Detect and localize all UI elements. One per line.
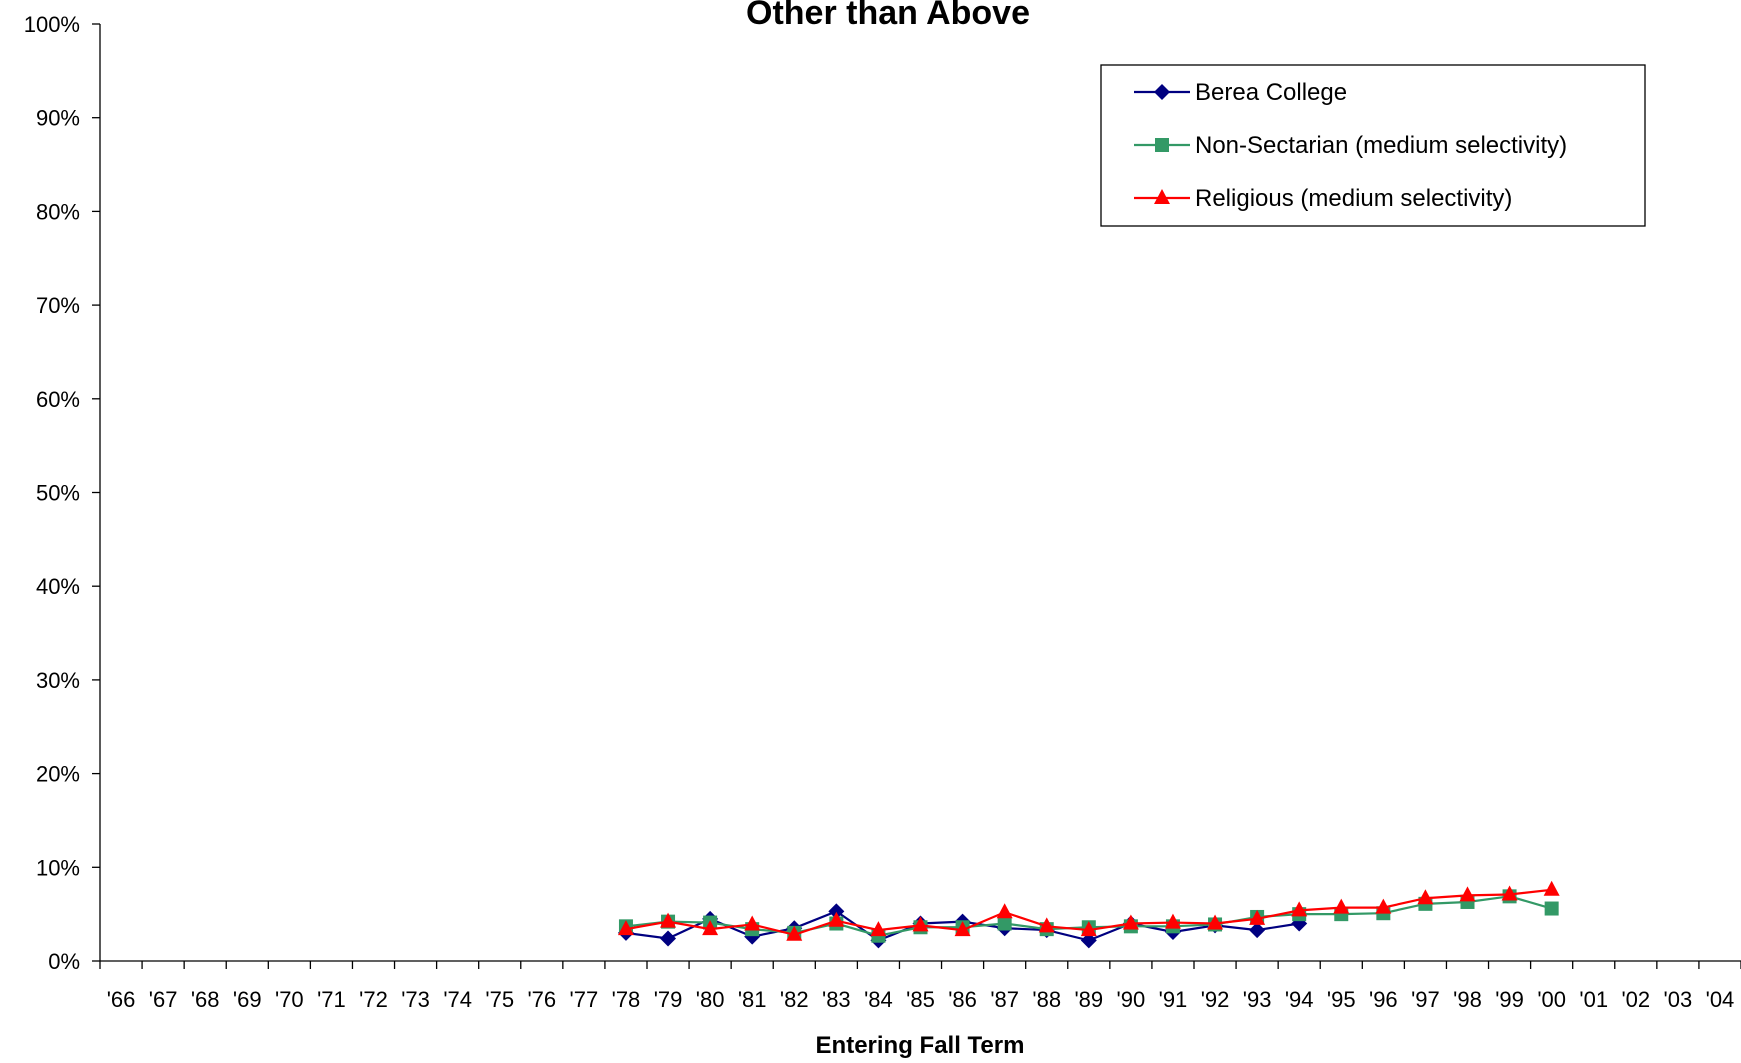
chart-title: Other than Above [746, 0, 1030, 32]
x-axis-ticks: '66 '67 '68 '69 '70 '71 '72 '73 '74 '75 '76 '77 '78 '… [99, 961, 1741, 1012]
x-tick-label: '82 [780, 987, 809, 1012]
data-point-triangle [1122, 914, 1139, 930]
legend-marker-triangle [1154, 189, 1170, 204]
x-tick-label: '95 [1327, 987, 1356, 1012]
data-point-triangle [1459, 886, 1476, 902]
y-tick-label: 60% [36, 387, 80, 412]
x-tick-label: '75 [485, 987, 514, 1012]
x-tick-label: '83 [822, 987, 851, 1012]
x-tick-label: '68 [191, 987, 220, 1012]
x-tick-label: '66 [107, 987, 136, 1012]
legend-marker-square [1155, 138, 1169, 152]
data-point-triangle [1080, 921, 1097, 937]
data-point-triangle [617, 920, 634, 936]
y-axis-ticks: 0% 10% 20% 30% 40% 50% 60% 70% 80% 90% 100% [24, 12, 100, 974]
x-tick-label: '90 [1117, 987, 1146, 1012]
data-point-triangle [1417, 889, 1434, 905]
legend-item: Religious (medium selectivity) [1134, 185, 1512, 212]
x-tick-label: '71 [317, 987, 346, 1012]
x-tick-label: '79 [654, 987, 683, 1012]
data-point-triangle [1249, 909, 1266, 925]
x-axis-label: Entering Fall Term [816, 1032, 1025, 1058]
x-tick-label: '81 [738, 987, 767, 1012]
data-point-triangle [786, 925, 803, 941]
legend-label: Religious (medium selectivity) [1195, 185, 1512, 212]
data-point-diamond [1080, 932, 1097, 949]
x-tick-label: '72 [359, 987, 388, 1012]
x-tick-label: '77 [570, 987, 599, 1012]
y-tick-label: 70% [36, 293, 80, 318]
data-point-diamond [1249, 922, 1266, 939]
x-tick-label: '73 [401, 987, 430, 1012]
y-tick-label: 100% [24, 12, 80, 37]
series-layer [617, 880, 1560, 949]
y-tick-label: 0% [48, 949, 80, 974]
x-tick-label: '85 [906, 987, 935, 1012]
y-tick-label: 50% [36, 481, 80, 506]
series-3 [617, 880, 1560, 941]
y-tick-label: 90% [36, 106, 80, 131]
data-point-triangle [744, 915, 761, 931]
data-point-triangle [996, 903, 1013, 919]
data-point-triangle [828, 911, 845, 927]
legend-label: Berea College [1195, 79, 1347, 106]
x-tick-label: '92 [1201, 987, 1230, 1012]
data-point-triangle [1291, 901, 1308, 917]
x-tick-label: '80 [696, 987, 725, 1012]
legend-item: Berea College [1134, 79, 1347, 106]
x-tick-label: '88 [1032, 987, 1061, 1012]
legend-label: Non-Sectarian (medium selectivity) [1195, 132, 1567, 159]
x-tick-label: '70 [275, 987, 304, 1012]
legend-item: Non-Sectarian (medium selectivity) [1134, 132, 1567, 159]
x-tick-label: '01 [1579, 987, 1608, 1012]
x-tick-label: '78 [612, 987, 641, 1012]
x-tick-label: '03 [1664, 987, 1693, 1012]
data-point-triangle [1038, 917, 1055, 933]
data-point-triangle [1164, 913, 1181, 929]
data-point-triangle [1501, 885, 1518, 901]
y-tick-label: 40% [36, 574, 80, 599]
x-tick-label: '98 [1453, 987, 1482, 1012]
data-point-diamond [828, 903, 845, 920]
x-tick-label: '91 [1159, 987, 1188, 1012]
y-tick-label: 10% [36, 855, 80, 880]
x-tick-label: '74 [443, 987, 472, 1012]
x-tick-label: '84 [864, 987, 893, 1012]
x-tick-label: '69 [233, 987, 262, 1012]
data-point-triangle [1207, 914, 1224, 930]
x-tick-label: '99 [1495, 987, 1524, 1012]
data-point-triangle [870, 921, 887, 937]
x-tick-label: '02 [1621, 987, 1650, 1012]
legend: Berea College Non-Sectarian (medium selec… [1100, 64, 1646, 227]
data-point-square [1544, 901, 1559, 916]
x-tick-label: '97 [1411, 987, 1440, 1012]
data-point-triangle [1333, 898, 1350, 914]
x-tick-label: '04 [1706, 987, 1735, 1012]
data-point-triangle [660, 912, 677, 928]
data-point-diamond [660, 930, 677, 947]
x-tick-label: '93 [1243, 987, 1272, 1012]
x-tick-label: '94 [1285, 987, 1314, 1012]
legend-marker-diamond [1154, 84, 1170, 100]
legend-box [1100, 64, 1646, 227]
x-tick-label: '89 [1074, 987, 1103, 1012]
data-point-triangle [954, 921, 971, 937]
data-point-triangle [1375, 898, 1392, 914]
data-point-triangle [912, 916, 929, 932]
data-point-square [997, 916, 1012, 931]
x-tick-label: '87 [990, 987, 1019, 1012]
x-tick-label: '96 [1369, 987, 1398, 1012]
x-tick-label: '86 [948, 987, 977, 1012]
x-tick-label: '00 [1537, 987, 1566, 1012]
y-tick-label: 20% [36, 762, 80, 787]
x-tick-label: '67 [149, 987, 178, 1012]
y-tick-label: 30% [36, 668, 80, 693]
y-tick-label: 80% [36, 199, 80, 224]
data-point-triangle [1543, 880, 1560, 896]
x-tick-label: '76 [527, 987, 556, 1012]
data-point-triangle [702, 920, 719, 936]
